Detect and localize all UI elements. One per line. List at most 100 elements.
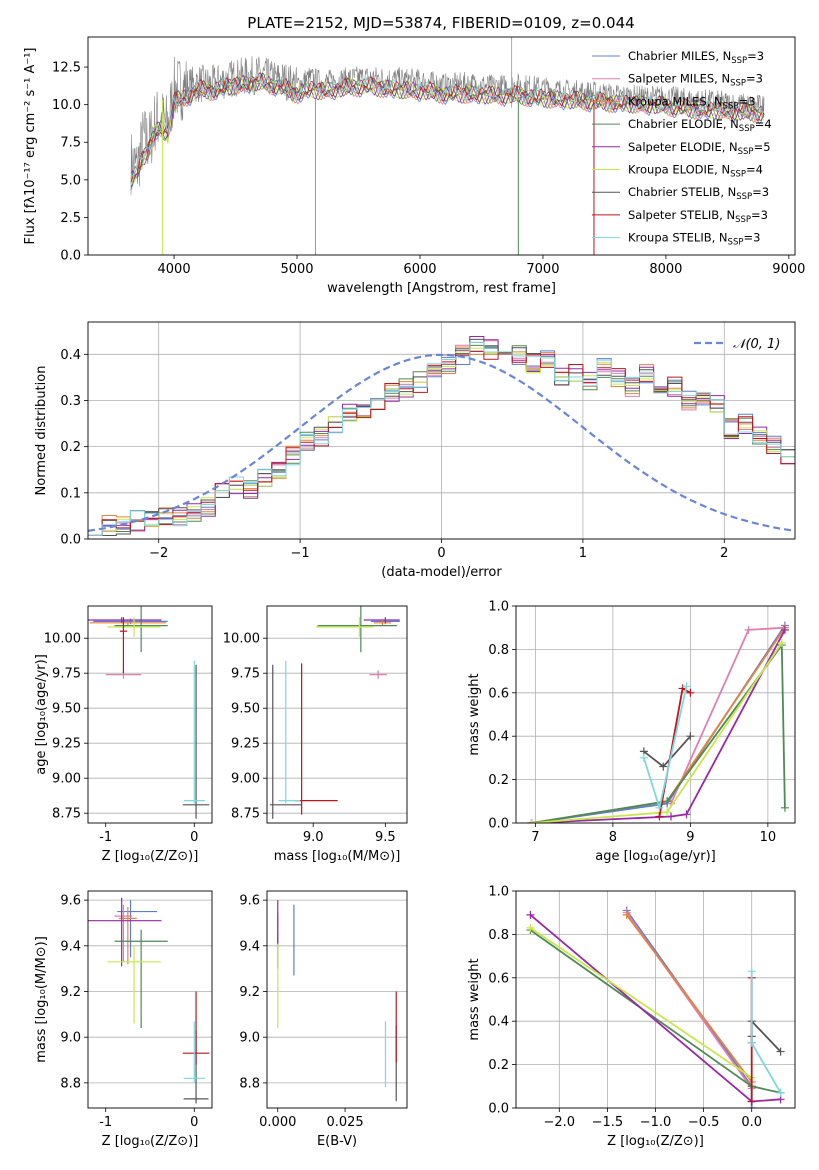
mass-vs-extinction-plot-area bbox=[277, 900, 397, 1102]
errorbar-salpeter-elodie bbox=[88, 617, 162, 623]
y-tick-label: 9.00 bbox=[52, 772, 81, 787]
normal-distribution-curve bbox=[88, 353, 795, 532]
x-tick-label: −0.5 bbox=[688, 1115, 720, 1130]
point-marker bbox=[776, 1088, 785, 1097]
y-tick-label: 9.6 bbox=[239, 894, 260, 909]
point-marker bbox=[776, 1047, 785, 1056]
series-line bbox=[531, 642, 786, 823]
y-tick-label: 0.2 bbox=[60, 440, 81, 455]
point-marker bbox=[663, 797, 672, 806]
y-tick-label: 2.5 bbox=[60, 211, 81, 226]
errorbar-kroupa-miles bbox=[89, 620, 166, 626]
x-tick-label: 0.000 bbox=[259, 1115, 296, 1130]
y-tick-label: 0.8 bbox=[488, 643, 509, 658]
y-tick-label: 5.0 bbox=[60, 173, 81, 188]
age-vs-mass-axes: 9.0 9.5 8.75 9.00 9.25 9.50 9.75 10.00 mass [log… bbox=[223, 605, 408, 864]
y-tick-label: 9.75 bbox=[231, 667, 260, 682]
errorbar-salpeter-miles bbox=[114, 904, 133, 962]
x-axis-label: age [log₁₀(age/yr)] bbox=[595, 849, 716, 864]
mass-weight-series-salpeter-elodie bbox=[527, 625, 789, 823]
series-line bbox=[529, 927, 753, 1079]
x-tick-label: 5000 bbox=[280, 262, 313, 277]
y-tick-label: 8.8 bbox=[60, 1076, 81, 1091]
y-tick-label: 0.3 bbox=[60, 394, 81, 409]
y-tick-label: 0.2 bbox=[488, 773, 509, 788]
point-marker bbox=[659, 762, 668, 771]
axes-frame bbox=[515, 605, 796, 824]
point-marker bbox=[747, 967, 756, 976]
errorbar-chabrier-stelib bbox=[269, 664, 302, 819]
x-axis-label: mass [log₁₀(M/M⊙)] bbox=[274, 849, 401, 864]
y-tick-label: 9.50 bbox=[231, 702, 260, 717]
y-tick-label: 0.1 bbox=[60, 486, 81, 501]
x-tick-label: 9 bbox=[686, 830, 694, 845]
series-line bbox=[531, 629, 786, 823]
mass-vs-extinction-axes: 0.000 0.025 8.8 9.0 9.2 9.4 9.6 E(B-V) bbox=[239, 890, 408, 1149]
errorbar-chabrier-elodie bbox=[317, 606, 397, 653]
legend-label-kroupa-stelib: Kroupa STELIB, NSSP=3 bbox=[628, 231, 760, 248]
point-marker bbox=[526, 923, 535, 932]
point-marker bbox=[682, 810, 691, 819]
y-tick-label: 7.5 bbox=[60, 136, 81, 151]
y-tick-label: 0.0 bbox=[60, 249, 81, 264]
errorbar-salpeter-miles bbox=[369, 670, 387, 679]
mass-weight-series-kroupa-miles bbox=[622, 910, 756, 1086]
x-tick-label: 10 bbox=[760, 830, 777, 845]
mass-weight-series-kroupa-stelib bbox=[747, 967, 785, 1097]
point-marker bbox=[747, 1038, 756, 1047]
errorbar-salpeter-elodie bbox=[88, 897, 162, 967]
x-tick-label: -1 bbox=[99, 1115, 112, 1130]
errorbar-chabrier-elodie bbox=[114, 606, 168, 653]
errorbar-salpeter-stelib bbox=[294, 663, 338, 815]
series-line bbox=[750, 971, 782, 1094]
y-tick-label: 9.25 bbox=[231, 737, 260, 752]
y-tick-label: 9.0 bbox=[60, 1031, 81, 1046]
legend-label-chabrier-elodie: Chabrier ELODIE, NSSP=4 bbox=[628, 117, 772, 134]
legend-label-salpeter-stelib: Salpeter STELIB, NSSP=3 bbox=[628, 208, 768, 225]
age-vs-mass-plot-area bbox=[269, 606, 400, 819]
y-tick-label: 0.6 bbox=[488, 971, 509, 986]
errorbar-chabrier-elodie bbox=[114, 929, 168, 1029]
x-axis-label: Z [log₁₀(Z/Z⊙)] bbox=[102, 849, 199, 864]
axes-frame bbox=[87, 321, 796, 540]
spectrum-axes: 4000 5000 6000 7000 8000 9000 0.0 2.5 5.0 7.5 10.0… bbox=[23, 36, 805, 296]
legend-label-salpeter-miles: Salpeter MILES, NSSP=3 bbox=[628, 72, 763, 89]
y-tick-label: 9.2 bbox=[239, 985, 260, 1000]
errorbar-salpeter-elodie bbox=[363, 617, 400, 623]
spectrum-data-line bbox=[130, 56, 765, 195]
mass-weight-series-chabrier-stelib bbox=[639, 732, 695, 771]
y-tick-label: 9.50 bbox=[52, 702, 81, 717]
axes-frame bbox=[266, 605, 408, 824]
legend-label-salpeter-elodie: Salpeter ELODIE, NSSP=5 bbox=[628, 140, 771, 157]
series-line bbox=[531, 625, 786, 823]
axes-frame bbox=[87, 605, 213, 824]
x-tick-label: 0 bbox=[190, 830, 198, 845]
y-tick-label: 1.0 bbox=[488, 885, 509, 900]
y-axis-label: mass [log₁₀(M/M⊙)] bbox=[34, 936, 49, 1063]
axes-frame bbox=[87, 890, 213, 1109]
mass-vs-metallicity-plot-area bbox=[88, 897, 210, 1104]
x-tick-label: 2 bbox=[720, 546, 728, 561]
spectrum-legend: Chabrier MILES, NSSP=3 Salpeter MILES, NS… bbox=[592, 49, 772, 248]
legend-label-normal: 𝒩(0, 1) bbox=[733, 337, 780, 352]
y-tick-label: 0.4 bbox=[60, 348, 81, 363]
errorbar-kroupa-stelib bbox=[183, 660, 205, 804]
age-vs-metallicity-axes: -1 0 8.75 9.00 9.25 9.50 9.75 10.00 Z [log₁₀(Z/Z… bbox=[34, 605, 213, 864]
point-marker bbox=[655, 803, 664, 812]
x-tick-label: 8 bbox=[609, 830, 617, 845]
point-marker bbox=[780, 803, 789, 812]
mass-weight-series-kroupa-elodie bbox=[526, 923, 756, 1082]
mass-weight-vs-age-axes: 7 8 9 10 0.0 0.2 0.4 0.6 0.8 1.0 age [log₁₀(age/yr… bbox=[467, 600, 796, 864]
point-marker bbox=[747, 1097, 756, 1106]
y-tick-label: 12.5 bbox=[52, 61, 81, 76]
y-tick-label: 9.2 bbox=[60, 985, 81, 1000]
y-tick-label: 0.6 bbox=[488, 686, 509, 701]
mass-weight-series-chabrier-stelib bbox=[747, 1017, 785, 1056]
mass-weight-vs-age-plot-area bbox=[527, 621, 789, 823]
residual-histogram-axes: −2 −1 0 1 2 0.0 0.1 0.2 0.3 0.4 (data-model)/error… bbox=[34, 321, 796, 580]
errorbar-kroupa-elodie bbox=[316, 617, 374, 637]
histogram-kroupa-elodie bbox=[88, 347, 795, 536]
y-axis-label: Flux [fλ10⁻¹⁷ erg cm⁻² s⁻¹ A⁻¹] bbox=[23, 48, 38, 245]
y-tick-label: 9.4 bbox=[60, 939, 81, 954]
mass-weight-vs-metallicity-plot-area bbox=[526, 906, 785, 1108]
